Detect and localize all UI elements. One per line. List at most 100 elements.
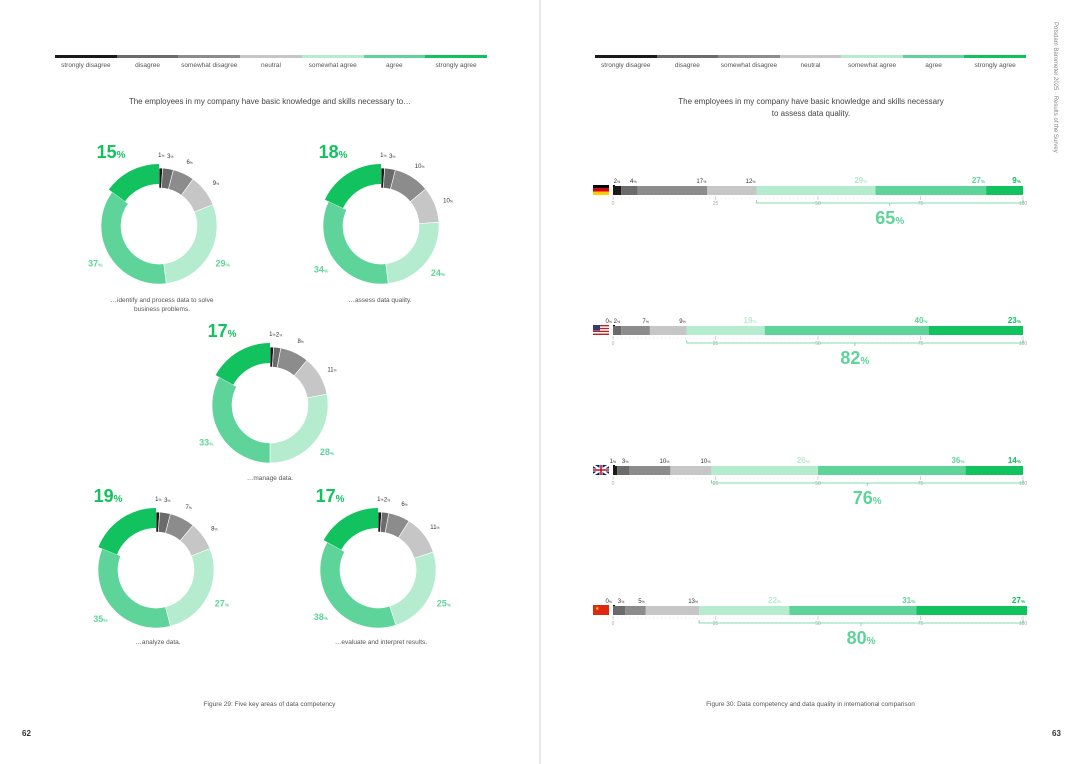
bar-value-label: 29% (854, 176, 868, 185)
page-number: 63 (1052, 729, 1061, 738)
bar-value-label: 9% (679, 319, 686, 325)
bar-value-label: 10% (701, 459, 712, 465)
legend-swatch (718, 55, 780, 58)
country-bar-chart: 2% 4% 17% 12% 29% 27% 9% 0 25 50 75 100 65% (593, 176, 1027, 228)
percent-sign: % (1017, 459, 1022, 465)
donut-caption: …manage data. (246, 475, 294, 482)
percent-sign: % (380, 498, 383, 502)
bar-value-label: 9% (1012, 176, 1021, 185)
legend-item: strongly disagree (55, 55, 117, 69)
percent-sign: % (666, 460, 670, 464)
percent-sign: % (421, 165, 424, 169)
slice-label: 33% (199, 438, 214, 448)
donut-slice (324, 164, 381, 209)
percent-sign: % (334, 368, 337, 372)
percent-sign: % (216, 182, 219, 186)
running-header: Potsdam Barometer 2025 · Results of the … (1052, 22, 1058, 153)
donut-slice (215, 343, 270, 385)
bar-value-label: 7% (642, 319, 649, 325)
percent-sign: % (214, 528, 217, 532)
slice-label: 17% (316, 486, 345, 506)
agree-bracket (711, 480, 1024, 486)
percent-sign: % (447, 603, 452, 609)
agree-bracket (756, 200, 1024, 206)
percent-sign: % (158, 498, 161, 502)
donut-caption: …evaluate and interpret results. (334, 639, 428, 646)
bar-value-label: 12% (746, 179, 757, 185)
bar-segment (699, 606, 790, 615)
figure-caption: Figure 29: Five key areas of data compet… (203, 701, 336, 708)
legend-item: somewhat disagree (178, 55, 241, 69)
bar-segment (629, 466, 671, 475)
bar-segment (613, 466, 618, 475)
flag-stripe (593, 325, 609, 327)
axis-tick-label: 100 (1019, 341, 1028, 347)
flag-stripe (593, 326, 609, 328)
slice-label: 27% (215, 599, 230, 609)
percent-sign: % (301, 340, 304, 344)
bar-value-label: 2% (614, 179, 621, 185)
donut-chart: 1% 3% 6% 9% 29% 37% 15% (88, 142, 231, 285)
percent-sign: % (117, 150, 126, 161)
slice-label: 9% (213, 181, 219, 187)
slice-label: 1% (377, 497, 383, 503)
donut-slice (319, 541, 397, 629)
donut-slice (100, 191, 167, 285)
legend-swatch (841, 55, 903, 58)
axis-tick-label: 50 (815, 341, 821, 347)
percent-sign: % (860, 356, 869, 367)
slice-label: 6% (401, 502, 407, 508)
axis-tick-label: 100 (1019, 481, 1028, 487)
axis-tick-label: 0 (612, 341, 615, 347)
percent-sign: % (228, 329, 237, 340)
percent-sign: % (437, 526, 440, 530)
legend-label: disagree (135, 62, 161, 69)
slice-label: 24% (431, 268, 446, 278)
agree-total-label: 65% (875, 208, 904, 228)
legend-item: somewhat agree (841, 55, 903, 69)
donut-slice (163, 204, 218, 284)
percent-sign: % (209, 442, 214, 448)
slice-label: 1% (155, 497, 161, 503)
percent-sign: % (695, 600, 699, 604)
legend-label: strongly disagree (61, 62, 111, 69)
bar-value-label: 0% (605, 319, 612, 325)
bar-segment (670, 466, 712, 475)
axis-tick-label: 50 (815, 621, 821, 627)
legend-item: neutral (240, 55, 302, 69)
bar-segment (875, 186, 987, 195)
bar-segment (617, 466, 630, 475)
slice-label: 3% (167, 154, 173, 160)
bar-value-label: 17% (696, 179, 707, 185)
bar-value-label: 27% (972, 176, 986, 185)
percent-sign: % (167, 499, 170, 503)
bar-segment (621, 326, 650, 335)
percent-sign: % (1021, 599, 1026, 605)
percent-sign: % (633, 180, 637, 184)
percent-sign: % (225, 603, 230, 609)
slice-label: 1% (269, 332, 275, 338)
donut-slice (323, 508, 378, 550)
bar-value-label: 22% (768, 596, 782, 605)
donut-slice (211, 376, 271, 464)
bar-segment (613, 606, 626, 615)
percent-sign: % (98, 263, 103, 269)
flag-stripe (593, 327, 609, 330)
bar-segment (928, 326, 1023, 335)
percent-sign: % (324, 268, 329, 274)
country-bar-chart: 1% 3% 10% 10% 26% 36% 14% 0 25 50 75 100 76% (592, 456, 1028, 508)
slice-label: 18% (319, 142, 348, 162)
percent-sign: % (336, 494, 345, 505)
donut-caption: …analyze data. (135, 639, 181, 646)
percent-sign: % (752, 319, 757, 325)
percent-sign: % (625, 460, 629, 464)
page-number: 62 (22, 729, 31, 738)
percent-sign: % (1017, 319, 1022, 325)
left-page: strongly disagree disagree somewhat disagr… (0, 0, 539, 764)
percent-sign: % (923, 319, 928, 325)
country-bar-chart: ★ 0% 3% 5% 13% 22% 31% 27% 0 25 50 75 100 80% (593, 596, 1027, 648)
legend-swatch (178, 55, 241, 58)
legend-swatch (425, 55, 487, 58)
axis-tick-label: 100 (1019, 201, 1028, 207)
